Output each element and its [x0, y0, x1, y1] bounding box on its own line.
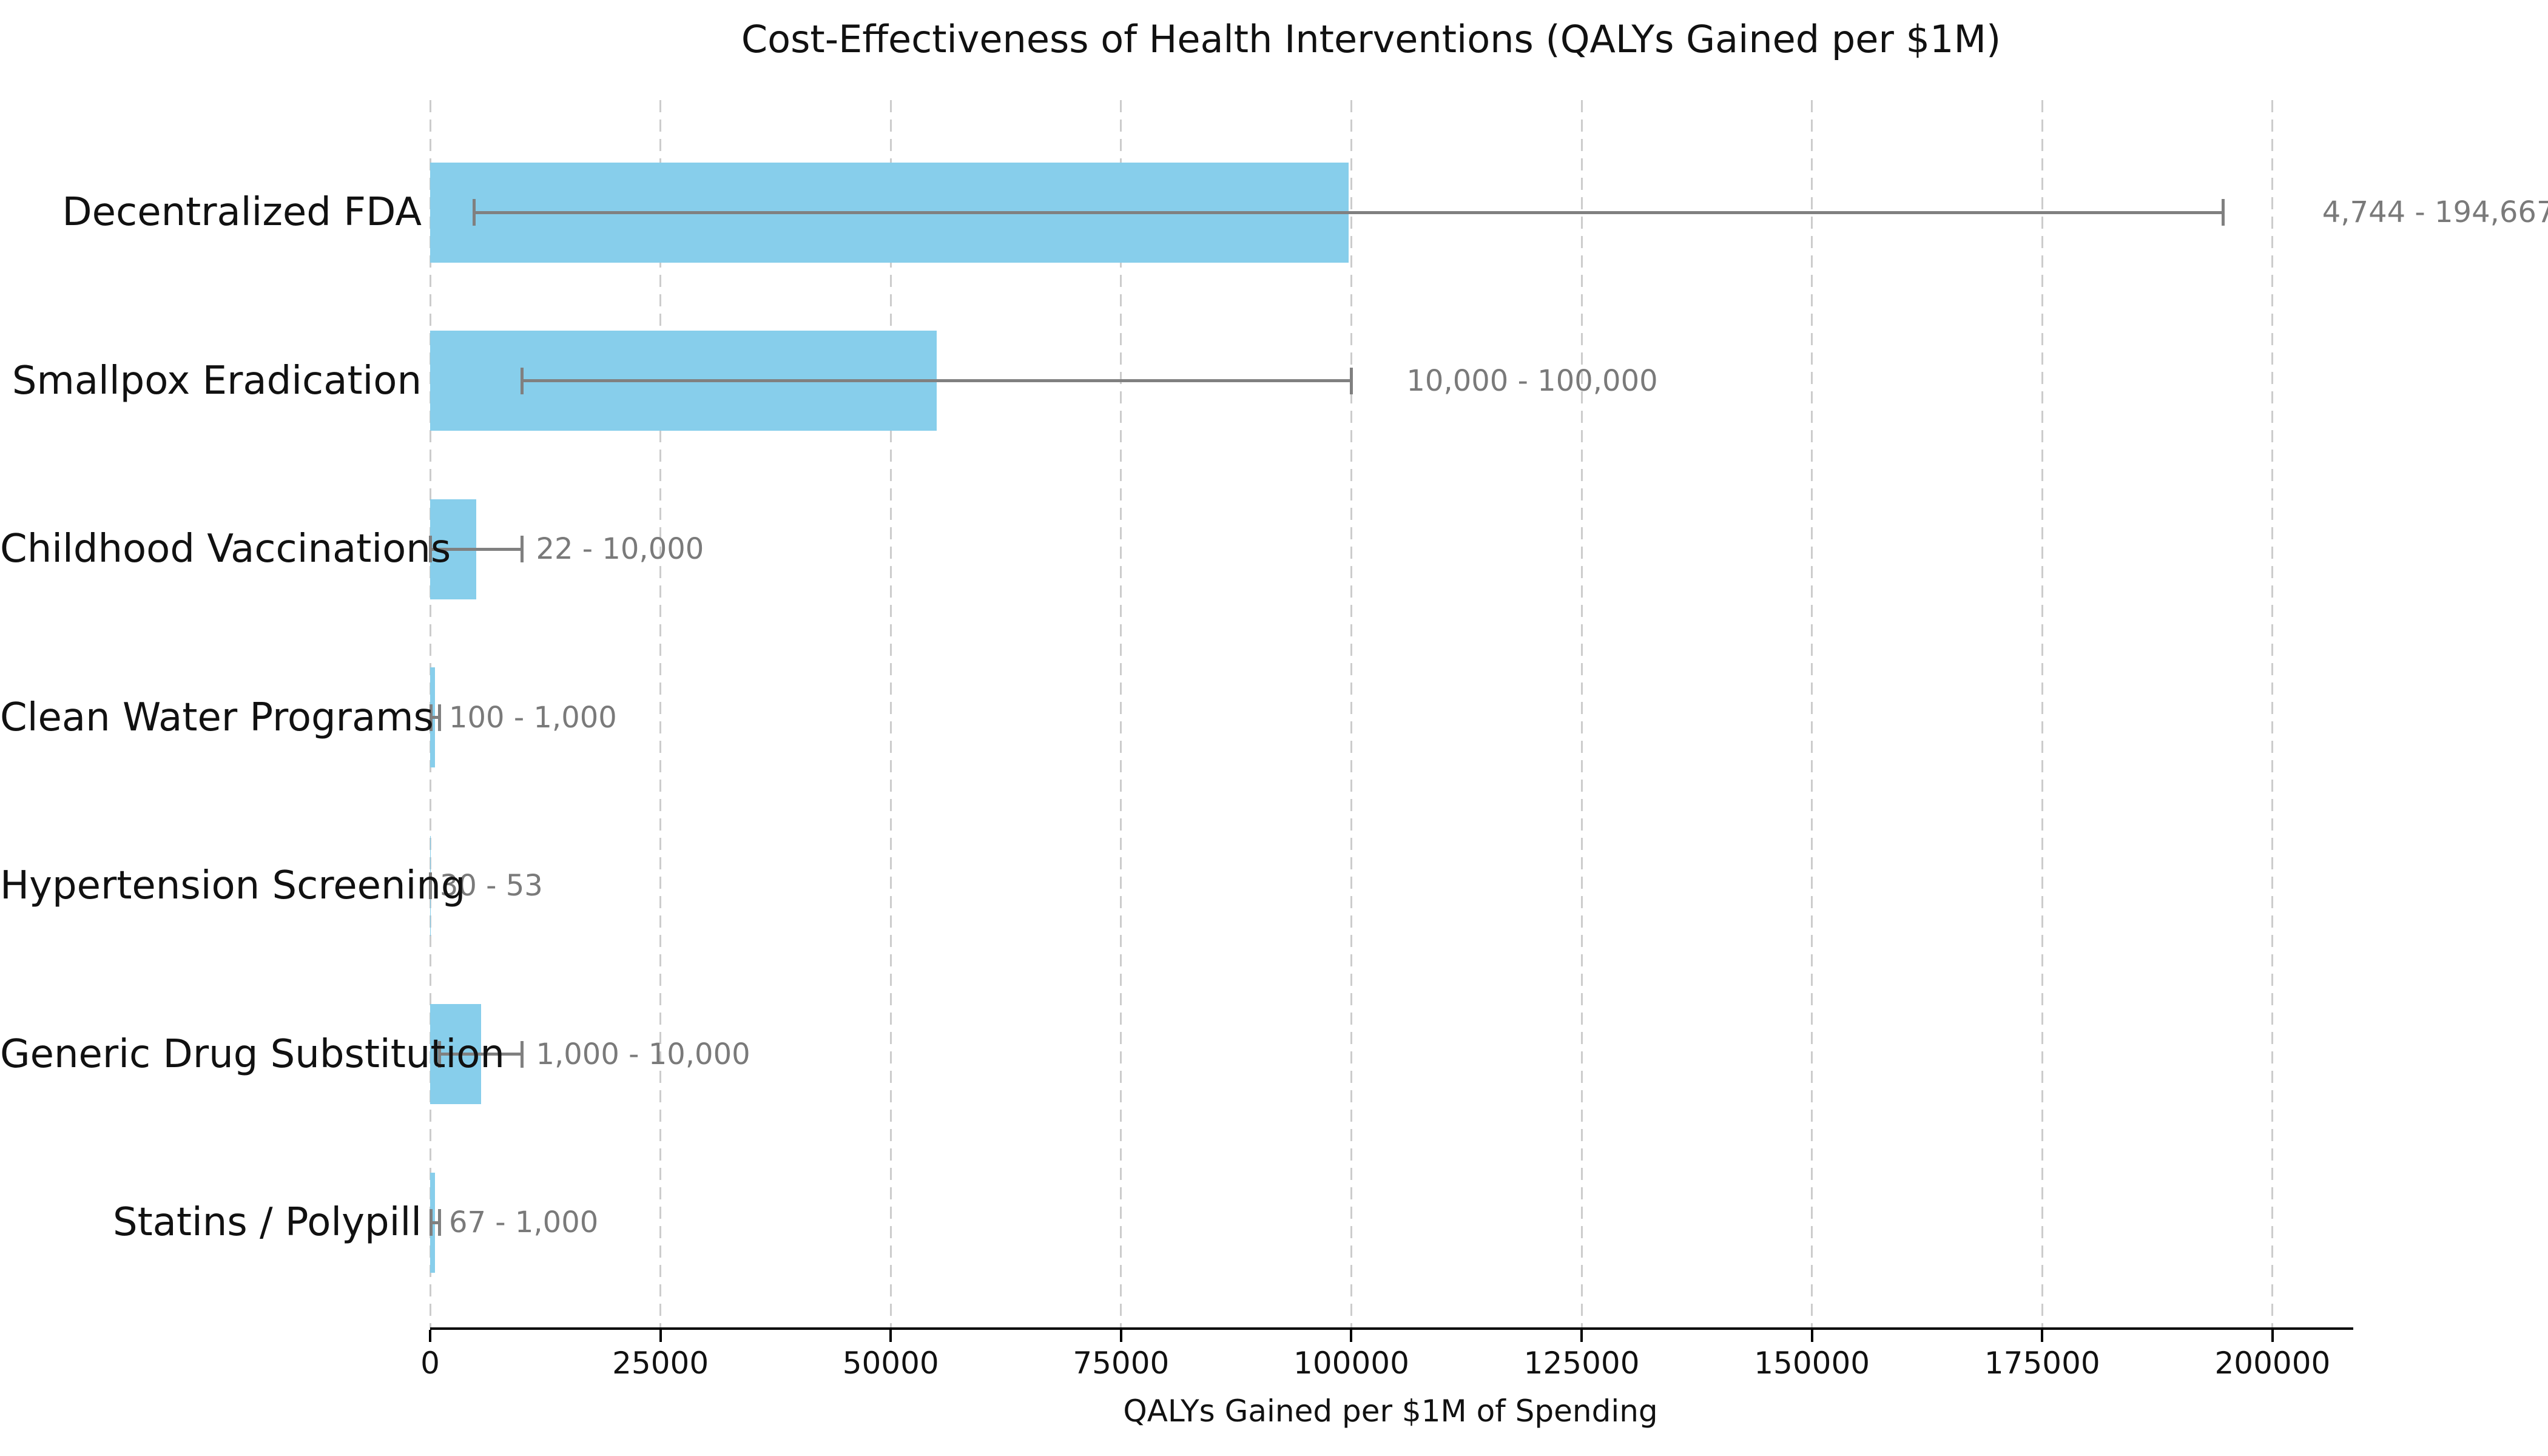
- category-label-0: Decentralized FDA: [62, 190, 422, 235]
- category-label-1: Smallpox Eradication: [12, 358, 422, 403]
- error-cap-high-5: [521, 1040, 524, 1068]
- x-axis-line: [430, 1327, 2353, 1330]
- x-tick-3: [1119, 1330, 1122, 1342]
- range-label-6: 67 - 1,000: [448, 1205, 599, 1239]
- chart-title: Cost-Effectiveness of Health Interventio…: [741, 17, 2001, 61]
- gridline: [2041, 100, 2043, 1329]
- range-label-5: 1,000 - 10,000: [536, 1037, 750, 1071]
- gridline: [2271, 100, 2274, 1329]
- error-bar-6: [431, 1221, 440, 1224]
- x-tick-1: [659, 1330, 662, 1342]
- gridline: [1811, 100, 1813, 1329]
- error-cap-high-1: [1349, 367, 1353, 394]
- error-cap-high-4: [429, 872, 433, 899]
- gridline: [1350, 100, 1352, 1329]
- x-tick-label-1: 25000: [612, 1346, 709, 1381]
- x-tick-2: [889, 1330, 892, 1342]
- x-tick-label-4: 100000: [1293, 1346, 1409, 1381]
- x-tick-label-0: 0: [420, 1346, 440, 1381]
- gridline: [1580, 100, 1583, 1329]
- error-cap-high-3: [437, 704, 441, 731]
- x-tick-0: [429, 1330, 431, 1342]
- x-tick-label-7: 175000: [1984, 1346, 2100, 1381]
- error-cap-low-3: [430, 704, 433, 731]
- gridline: [1120, 100, 1122, 1329]
- range-label-3: 100 - 1,000: [448, 700, 617, 735]
- error-cap-high-0: [2222, 199, 2225, 226]
- range-label-4: 30 - 53: [439, 869, 543, 903]
- error-bar-5: [439, 1053, 522, 1056]
- range-label-1: 10,000 - 100,000: [1406, 363, 1658, 398]
- gridline: [659, 100, 662, 1329]
- plot-area: 4,744 - 194,667 10,000 - 100,000 22 - 10,0…: [428, 100, 2548, 1329]
- error-cap-low-2: [428, 536, 432, 562]
- x-tick-label-5: 125000: [1523, 1346, 1640, 1381]
- x-tick-label-6: 150000: [1754, 1346, 1870, 1381]
- category-label-6: Statins / Polypill: [112, 1200, 422, 1245]
- error-cap-high-6: [437, 1209, 441, 1236]
- error-cap-low-1: [521, 367, 524, 394]
- error-cap-low-5: [437, 1040, 441, 1068]
- range-label-2: 22 - 10,000: [536, 532, 704, 566]
- error-bar-3: [431, 716, 440, 719]
- error-bar-0: [474, 211, 2223, 214]
- x-tick-5: [1580, 1330, 1583, 1342]
- range-label-0: 4,744 - 194,667: [2322, 195, 2548, 229]
- error-cap-high-2: [521, 536, 524, 562]
- error-bar-2: [430, 547, 522, 551]
- error-cap-low-6: [429, 1209, 433, 1236]
- x-tick-6: [1810, 1330, 1813, 1342]
- x-tick-label-2: 50000: [842, 1346, 939, 1381]
- x-tick-label-8: 200000: [2214, 1346, 2331, 1381]
- gridline: [889, 100, 892, 1329]
- x-axis-label: QALYs Gained per $1M of Spending: [1123, 1394, 1658, 1429]
- category-label-2: Childhood Vaccinations: [0, 527, 451, 571]
- error-cap-low-0: [472, 199, 476, 226]
- x-tick-7: [2041, 1330, 2044, 1342]
- x-tick-4: [1350, 1330, 1353, 1342]
- x-tick-label-3: 75000: [1073, 1346, 1170, 1381]
- category-label-5: Generic Drug Substitution: [0, 1031, 505, 1077]
- category-label-4: Hypertension Screening: [0, 863, 466, 908]
- error-bar-1: [522, 379, 1352, 382]
- x-tick-8: [2271, 1330, 2274, 1342]
- category-label-3: Clean Water Programs: [0, 695, 434, 740]
